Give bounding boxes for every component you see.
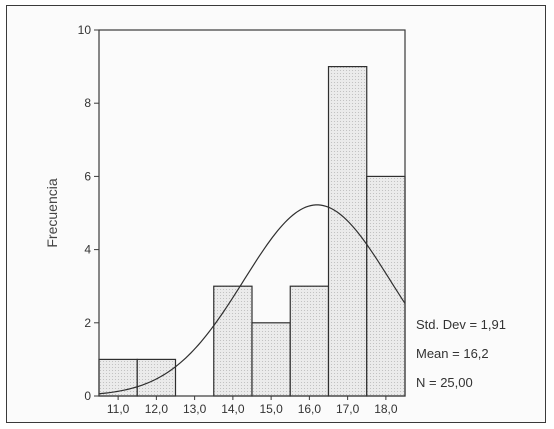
bar-15-0 <box>251 322 291 397</box>
y-tick-label: 6 <box>84 169 91 183</box>
bar-16-0 <box>289 285 330 397</box>
bars-group <box>98 65 406 397</box>
x-tick-label: 17,0 <box>336 402 360 416</box>
bar-12-0 <box>136 358 177 397</box>
x-tick-label: 14,0 <box>221 402 245 416</box>
y-tick-label: 2 <box>84 316 91 330</box>
n-annotation: N = 25,00 <box>416 375 473 390</box>
mean-annotation: Mean = 16,2 <box>416 346 489 361</box>
y-axis-label: Frecuencia <box>44 178 60 247</box>
x-axis: 11,0 12,0 13,0 14,0 15,0 16,0 17,0 18,0 <box>107 396 398 416</box>
y-tick-label: 4 <box>84 243 91 257</box>
normal-curve <box>98 204 406 395</box>
y-tick-label: 0 <box>84 389 91 403</box>
std-dev-annotation: Std. Dev = 1,91 <box>416 317 506 332</box>
bar-17-0 <box>327 65 368 397</box>
y-tick-label: 10 <box>78 23 92 37</box>
x-tick-label: 18,0 <box>374 402 398 416</box>
y-tick-label: 8 <box>84 96 91 110</box>
bar-11-0 <box>98 358 138 397</box>
x-tick-label: 12,0 <box>145 402 169 416</box>
plot-area <box>98 29 406 397</box>
x-tick-label: 11,0 <box>107 402 130 416</box>
bar-18-0 <box>366 175 406 397</box>
x-tick-label: 13,0 <box>183 402 207 416</box>
y-axis: 0 2 4 6 8 10 <box>78 23 99 403</box>
x-tick-label: 16,0 <box>298 402 322 416</box>
x-tick-label: 15,0 <box>259 402 283 416</box>
bar-14-0 <box>213 285 253 397</box>
